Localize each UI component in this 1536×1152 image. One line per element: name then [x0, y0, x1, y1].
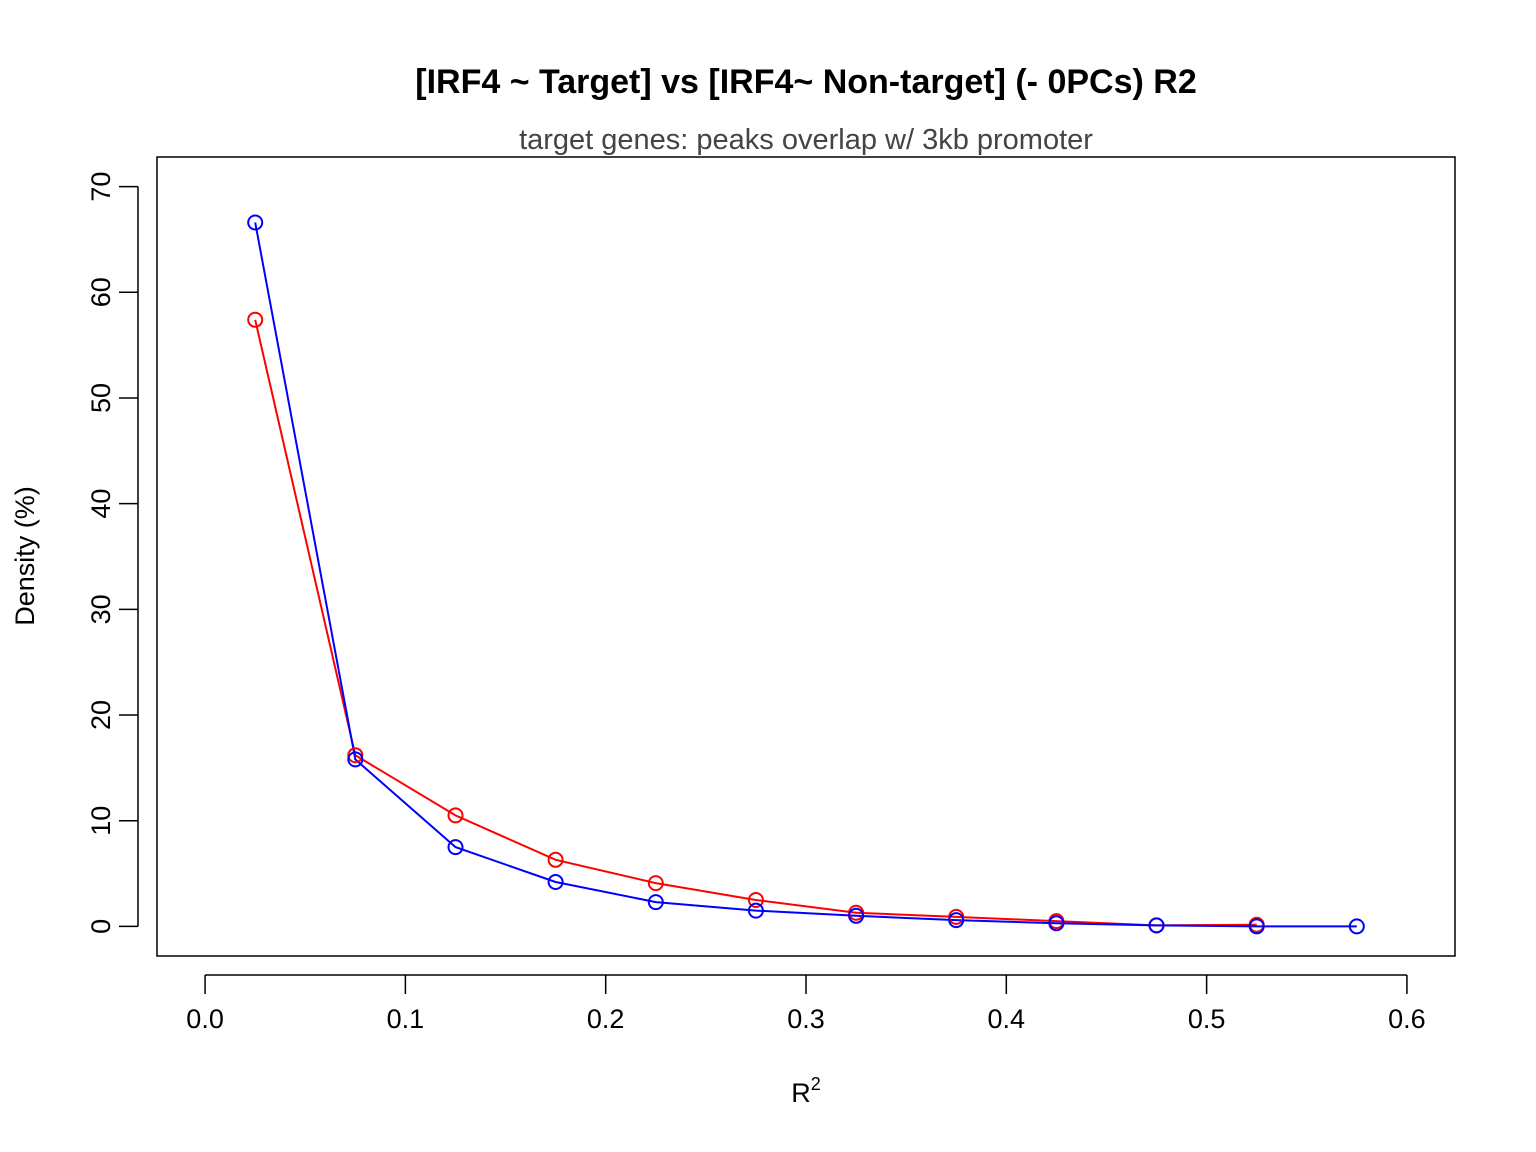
series-2-point	[848, 907, 865, 924]
y-tick-label: 50	[86, 383, 116, 413]
series-2-point	[948, 912, 965, 929]
y-tick-label: 40	[86, 489, 116, 519]
y-tick-label: 70	[86, 172, 116, 202]
series-2-point	[1348, 918, 1365, 935]
x-axis-label: R2	[791, 1074, 821, 1108]
series-2-point	[747, 902, 764, 919]
x-axis-label-superscript: 2	[811, 1074, 821, 1094]
y-tick-label: 60	[86, 277, 116, 307]
series-2-point	[647, 894, 664, 911]
x-tick-label: 0.2	[587, 1004, 625, 1034]
y-tick-label: 20	[86, 700, 116, 730]
series-2-point	[547, 874, 564, 890]
chart-subtitle: target genes: peaks overlap w/ 3kb promo…	[519, 124, 1093, 156]
series-1-point	[547, 851, 564, 868]
series-1-point	[447, 807, 464, 824]
series-1-point	[647, 875, 664, 892]
x-tick-label: 0.1	[387, 1004, 425, 1034]
series-2-point	[247, 214, 264, 231]
y-axis: 0 10 20 30 40 50 60 70	[86, 172, 139, 934]
series-1-point	[347, 747, 364, 764]
series-layer	[247, 214, 1365, 935]
series-2-point	[347, 751, 364, 768]
x-tick-label: 0.5	[1188, 1004, 1226, 1034]
x-tick-label: 0.6	[1388, 1004, 1426, 1034]
series-2-point	[1048, 915, 1065, 932]
series-line-2	[254, 222, 1357, 928]
series-line-1	[254, 319, 1257, 927]
x-axis: 0.0 0.1 0.2 0.3 0.4 0.5 0.6	[186, 974, 1426, 1034]
x-tick-label: 0.4	[988, 1004, 1026, 1034]
x-tick-label: 0.0	[186, 1004, 224, 1034]
y-tick-label: 30	[86, 594, 116, 624]
y-tick-label: 10	[86, 806, 116, 836]
chart-title: [IRF4 ~ Target] vs [IRF4~ Non-target] (-…	[415, 63, 1197, 101]
x-axis-label-base: R	[791, 1078, 811, 1108]
series-2-point	[1148, 917, 1165, 934]
x-tick-label: 0.3	[787, 1004, 825, 1034]
plot-frame	[156, 156, 1456, 957]
y-axis-label: Density (%)	[10, 486, 40, 626]
series-1-point	[747, 892, 764, 908]
y-tick-label: 0	[86, 919, 116, 934]
series-1-point	[247, 311, 264, 328]
series-2-point	[1248, 918, 1265, 935]
series-2-point	[447, 839, 464, 856]
